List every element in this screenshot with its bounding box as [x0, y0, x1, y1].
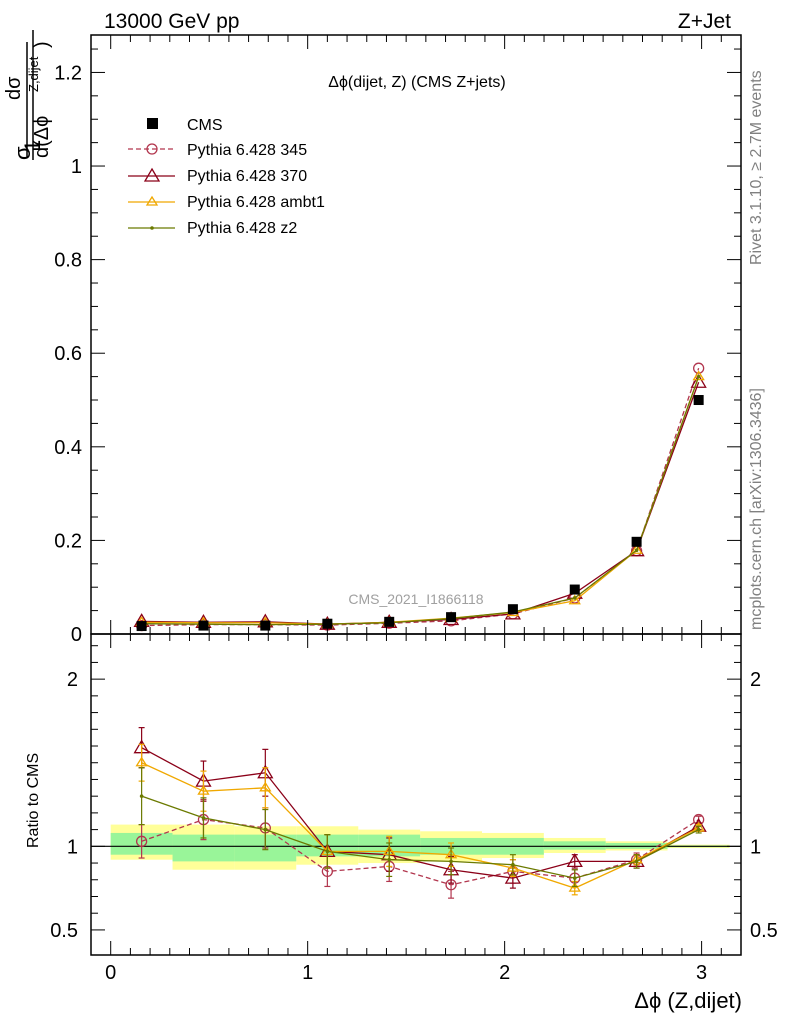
ratio-point-s2 — [135, 756, 148, 767]
main-point-cms — [446, 612, 457, 623]
energy-label: 13000 GeV pp — [104, 10, 239, 33]
analysis-watermark: CMS_2021_I1866118 — [348, 591, 483, 607]
ratio-panel-data — [133, 727, 707, 899]
ratio-y-tick-label-left: 2 — [67, 669, 78, 691]
ratio-point-s3 — [139, 794, 144, 798]
main-point-s3 — [692, 370, 705, 381]
main-point-cms — [198, 620, 209, 631]
main-series-line-1 — [141, 367, 700, 627]
main-y-label: 1 σ dσ d(Δϕ Z,dijet ) — [3, 30, 53, 160]
ratio-point-s2 — [259, 781, 272, 792]
ratio-series-line-3 — [141, 795, 699, 879]
main-y-tick-label: 1 — [71, 156, 82, 178]
main-point-s2 — [690, 373, 707, 388]
main-point-cms — [322, 618, 333, 629]
main-point-s4 — [572, 596, 577, 600]
x-tick-label: 2 — [499, 962, 510, 984]
main-y-tick-label: 1.2 — [54, 62, 82, 84]
main-series-line-2 — [141, 382, 700, 625]
main-point-cms — [693, 395, 704, 406]
main-series-line-4 — [141, 376, 700, 626]
main-point-cms — [384, 616, 395, 627]
ratio-series-line-1 — [141, 747, 699, 879]
legend-item-z2: Pythia 6.428 z2 — [128, 220, 297, 237]
main-point-s4 — [696, 374, 701, 379]
ratio-point-s3 — [696, 827, 701, 832]
ylabel-main: dσ — [3, 76, 25, 100]
main-y-tick-label: 0 — [71, 624, 82, 646]
ratio-point-s3 — [634, 859, 639, 864]
legend-label-345: Pythia 6.428 345 — [187, 142, 307, 159]
ratio-y-tick-label-left: 1 — [67, 836, 78, 858]
ratio-y-tick-label-right: 2 — [750, 669, 761, 691]
legend-item-cms: CMS — [147, 117, 223, 134]
ratio-point-s3 — [449, 859, 453, 864]
main-y-tick-label: 0.6 — [54, 343, 82, 365]
process-label: Z+Jet — [678, 10, 731, 33]
ylabel-close: ) — [31, 41, 53, 48]
ratio-y-label: Ratio to CMS — [25, 753, 42, 848]
ratio-uncertainty-bands — [91, 824, 741, 870]
ratio-point-s3 — [572, 876, 577, 880]
x-axis-label: Δϕ (Z,dijet) — [634, 988, 742, 1013]
legend-label-370: Pythia 6.428 370 — [187, 168, 307, 185]
main-point-cms — [507, 604, 518, 615]
ylabel-sub: d(Δϕ — [31, 116, 53, 158]
legend-marker-cms — [147, 118, 158, 129]
ratio-point-s3 — [511, 862, 515, 867]
x-tick-label: 1 — [302, 962, 313, 984]
ratio-point-s2 — [197, 784, 210, 795]
legend-marker-ambt1 — [145, 195, 159, 206]
x-tick-label: 3 — [696, 962, 707, 984]
main-point-s3 — [630, 544, 643, 554]
legend-marker-370 — [143, 167, 161, 182]
main-point-s3 — [568, 594, 581, 605]
ylabel-sup: Z,dijet — [26, 56, 41, 92]
ylabel-den: σ — [10, 146, 35, 160]
ratio-y-tick-label-left: 0.5 — [50, 920, 78, 942]
ratio-series-line-2 — [141, 762, 699, 889]
main-y-tick-label: 0.8 — [54, 250, 82, 272]
main-panel-data — [133, 362, 707, 632]
ratio-point-s2 — [568, 881, 581, 892]
main-y-tick-label: 0.4 — [54, 437, 82, 459]
ratio-point-s1 — [504, 869, 522, 884]
legend-marker-345 — [146, 143, 158, 155]
axes: 0 1 2 3 0 0.2 0.4 0.6 0.8 1 1.2 0.5 0.5 1 1 2 2 — [50, 34, 778, 984]
ratio-point-s0 — [135, 835, 148, 847]
legend-item-ambt1: Pythia 6.428 ambt1 — [128, 194, 325, 211]
band-inner-bin — [543, 841, 606, 850]
legend-label-cms: CMS — [187, 117, 223, 134]
main-point-cms — [569, 584, 580, 595]
main-point-cms — [631, 536, 642, 547]
x-tick-label: 0 — [105, 962, 116, 984]
main-series-line-3 — [141, 376, 700, 625]
ratio-point-s3 — [201, 816, 206, 820]
ratio-point-s3 — [387, 857, 392, 862]
plot-title: Δϕ(dijet, Z) (CMS Z+jets) — [328, 74, 505, 91]
main-y-tick-label: 0.2 — [54, 530, 82, 552]
ratio-point-s3 — [325, 849, 330, 854]
legend-marker-z2 — [150, 226, 154, 230]
mcplots-label: mcplots.cern.ch [arXiv:1306.3436] — [748, 388, 765, 630]
ratio-point-s3 — [263, 827, 268, 832]
main-point-s1 — [693, 362, 705, 374]
legend-item-345: Pythia 6.428 345 — [128, 142, 307, 159]
legend: CMS Pythia 6.428 345 Pythia 6.428 370 Py… — [128, 117, 325, 237]
ratio-point-s1 — [566, 853, 583, 868]
main-point-cms — [260, 620, 271, 631]
legend-label-ambt1: Pythia 6.428 ambt1 — [187, 194, 325, 211]
ratio-y-tick-label-right: 1 — [750, 836, 761, 858]
ratio-y-tick-label-right: 0.5 — [750, 920, 778, 942]
main-point-cms — [136, 621, 147, 632]
legend-label-z2: Pythia 6.428 z2 — [187, 220, 297, 237]
rivet-label: Rivet 3.1.10, ≥ 2.7M events — [748, 70, 765, 265]
ratio-frame — [90, 633, 742, 956]
main-point-s4 — [634, 548, 639, 553]
legend-item-370: Pythia 6.428 370 — [128, 167, 307, 185]
